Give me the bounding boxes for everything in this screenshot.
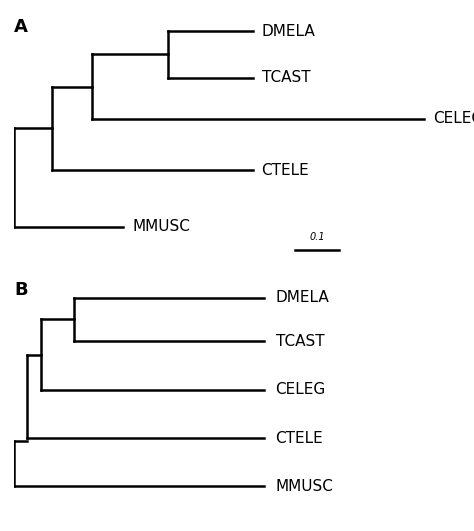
Text: DMELA: DMELA <box>275 290 329 305</box>
Text: CTELE: CTELE <box>262 162 309 178</box>
Text: CELEG: CELEG <box>433 111 474 126</box>
Text: TCAST: TCAST <box>262 70 310 85</box>
Text: CELEG: CELEG <box>275 382 326 397</box>
Text: TCAST: TCAST <box>275 334 324 349</box>
Text: A: A <box>14 19 28 36</box>
Text: DMELA: DMELA <box>262 24 315 39</box>
Text: CTELE: CTELE <box>275 431 323 446</box>
Text: 0.1: 0.1 <box>310 232 325 242</box>
Text: MMUSC: MMUSC <box>132 219 190 234</box>
Text: B: B <box>14 281 28 299</box>
Text: MMUSC: MMUSC <box>275 479 334 494</box>
